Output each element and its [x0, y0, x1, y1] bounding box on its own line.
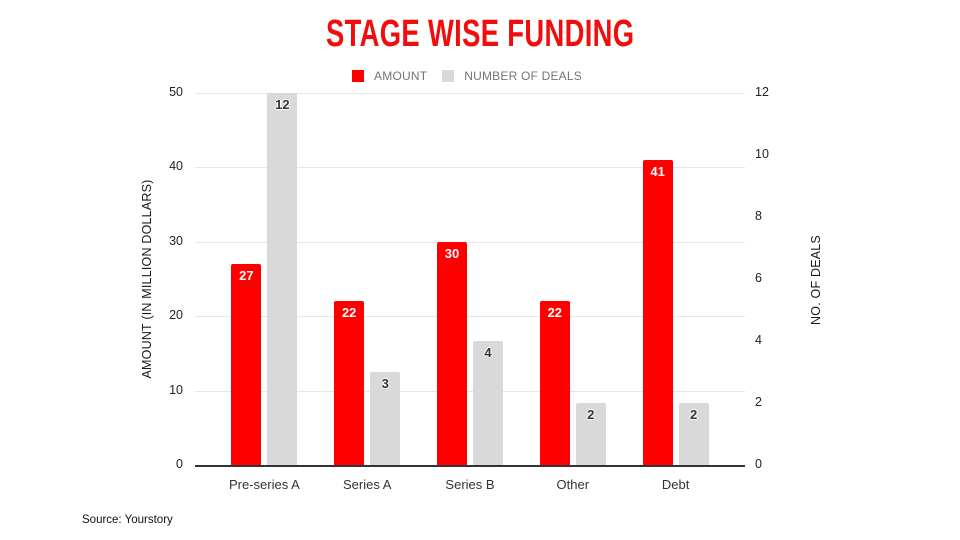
gridline [195, 167, 745, 169]
y-tick-left: 0 [176, 457, 183, 471]
y-tick-right: 10 [755, 147, 769, 161]
y-tick-left: 30 [169, 233, 183, 248]
x-category-label: Debt [661, 477, 690, 492]
plot-area: 27 12 22 3 30 4 22 2 41 2 [195, 93, 745, 467]
y-tick-right: 2 [755, 395, 762, 409]
amount-bar: 30 [437, 241, 467, 465]
deals-swatch [442, 70, 455, 82]
legend-item-deals: NUMBER OF DEALS [442, 69, 582, 83]
amount-bar: 22 [334, 301, 365, 465]
bar-value-label: 22 [547, 305, 563, 321]
gridline [195, 93, 745, 94]
deals-bar: 2 [678, 403, 709, 465]
legend: AMOUNT NUMBER OF DEALS [0, 69, 947, 83]
x-category-label: Series B [445, 477, 495, 492]
amount-bar: 27 [231, 264, 262, 465]
gridline [195, 316, 745, 318]
right-axis-title: NO. OF DEALS [809, 235, 823, 325]
bar-value-label: 2 [689, 407, 698, 422]
bar-value-label: 4 [484, 345, 492, 360]
y-tick-right: 8 [755, 209, 762, 223]
chart-title-text: STAGE WISE FUNDING [325, 13, 635, 55]
bar-value-label: 41 [650, 163, 665, 179]
deals-bar: 4 [473, 341, 503, 465]
y-tick-right: 4 [755, 333, 762, 347]
x-category-label: Series A [342, 477, 392, 492]
amount-swatch [352, 70, 365, 82]
deals-bar: 3 [370, 372, 401, 465]
legend-label-amount: AMOUNT [374, 69, 428, 83]
deals-bar: 2 [575, 403, 606, 465]
bar-value-label: 30 [444, 245, 460, 261]
legend-item-amount: AMOUNT [352, 69, 427, 83]
amount-bar: 41 [642, 159, 673, 465]
bar-value-label: 27 [239, 268, 254, 284]
y-tick-right: 12 [755, 85, 769, 99]
amount-bar: 22 [539, 301, 570, 465]
y-tick-left: 10 [169, 382, 183, 397]
bar-value-label: 22 [341, 305, 357, 321]
bar-value-label: 3 [381, 376, 389, 391]
gridline [195, 241, 745, 243]
y-tick-left: 20 [169, 308, 183, 323]
bar-value-label: 12 [275, 97, 290, 112]
deals-bar: 12 [267, 93, 298, 465]
y-tick-right: 0 [755, 457, 762, 471]
left-axis-title: AMOUNT (IN MILLION DOLLARS) [140, 179, 154, 379]
source-note: Source: Yourstory [82, 514, 173, 526]
gridline [195, 390, 745, 392]
x-category-label: Other [556, 477, 590, 492]
bar-value-label: 2 [587, 407, 595, 422]
chart-title: STAGE WISE FUNDING [0, 14, 960, 54]
y-tick-right: 6 [755, 271, 762, 285]
y-tick-left: 40 [169, 159, 183, 174]
x-category-label: Pre-series A [228, 477, 300, 492]
y-tick-left: 50 [169, 85, 183, 99]
legend-label-deals: NUMBER OF DEALS [464, 69, 582, 83]
